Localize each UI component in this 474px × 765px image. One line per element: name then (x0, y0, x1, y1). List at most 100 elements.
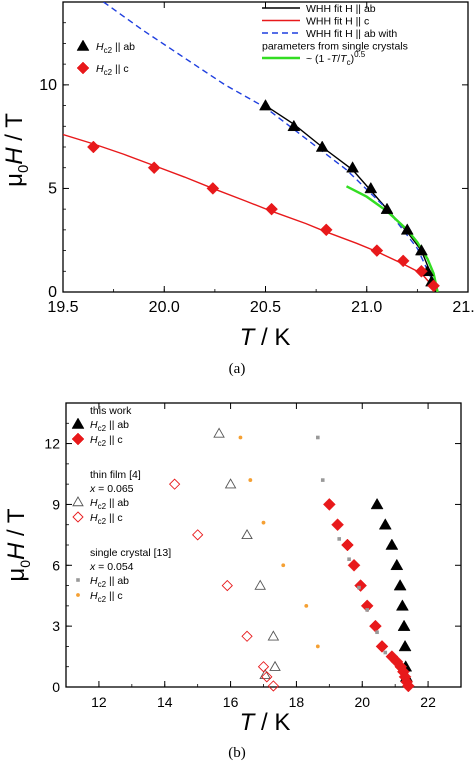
legend-entry: Hc2 || c (90, 590, 123, 604)
x-tick-label: 14 (157, 694, 173, 710)
point-this-work-hc2-c (354, 579, 367, 592)
legend-entry: Hc2 || c (90, 434, 123, 448)
point-single-crystal-hc2-ab (316, 435, 320, 440)
legend-right-entry: WHH fit H || c (306, 16, 369, 28)
legend-rest: || c (106, 590, 123, 602)
point-hc2-c (319, 223, 333, 237)
legend-sub: c2 (98, 424, 107, 433)
point-hc2-c (396, 254, 410, 268)
legend-sub: c2 (98, 595, 107, 604)
legend-close: ) (351, 53, 355, 65)
point-hc2-ab (346, 161, 360, 173)
point-hc2-c (206, 182, 220, 195)
point-thin-film-hc2-c (241, 630, 253, 642)
legend-marker (71, 432, 85, 446)
tick-labels-a: 19.5 20.0 20.5 21.0 21.5 0 5 10 (39, 77, 474, 316)
legend-left-entry: Hc2 || c (96, 63, 129, 77)
legend-right-entry: WHH fit H || ab with (306, 28, 397, 40)
legend-right-entry: parameters from single crystals (262, 41, 408, 53)
point-thin-film-hc2-c (261, 671, 273, 683)
tick-marks-b (65, 402, 462, 688)
legend-main: ~ (1 - (306, 53, 331, 65)
legend-h: H (90, 512, 98, 524)
legend-rest: || c (112, 63, 129, 75)
legend-group-title: this work (90, 405, 132, 417)
point-this-work-hc2-ab (370, 497, 384, 510)
point-hc2-ab (364, 181, 378, 194)
point-single-crystal-hc2-ab (347, 557, 351, 561)
point-single-crystal-hc2-ab (320, 478, 325, 482)
legend-group-title: single crystal [13] (90, 547, 171, 559)
point-single-crystal-hc2-ab (337, 537, 342, 541)
legend-right-entry: ~ (1 -T/Tc)0.5 (306, 50, 366, 67)
point-thin-film-hc2-ab (267, 630, 280, 641)
legend-rest: || ab (106, 497, 129, 509)
point-single-crystal-hc2-ab (383, 650, 388, 655)
legend-rest: || ab (106, 419, 129, 431)
point-this-work-hc2-c (360, 599, 374, 613)
point-this-work-hc2-ab (390, 558, 404, 571)
y-axis-label-a: μ0H / T (1, 113, 32, 187)
point-hc2-c (265, 202, 278, 216)
y-tick-label: 5 (48, 180, 57, 197)
point-single-crystal-hc2-c (261, 520, 266, 525)
point-hc2-ab (400, 223, 414, 235)
x-tick-label: 18 (289, 694, 305, 710)
legend-sub: c2 (98, 517, 107, 526)
point-this-work-hc2-ab (378, 518, 392, 530)
legend-h: H (90, 497, 98, 509)
legend-t: T (331, 53, 339, 65)
x-axis-label-b: T / K (240, 709, 291, 736)
legend-sub: c2 (104, 68, 113, 77)
point-hc2-ab (414, 244, 428, 256)
panel-label-a: (a) (229, 361, 246, 377)
legend-rest: || ab (112, 41, 135, 53)
point-thin-film-hc2-ab (259, 668, 271, 680)
legend-rest: || c (106, 434, 123, 446)
legend-sub: c (347, 58, 351, 67)
point-this-work-hc2-c (375, 640, 389, 653)
point-this-work-hc2-c (401, 679, 415, 693)
point-this-work-hc2-ab (398, 639, 412, 652)
legend-h: H (90, 575, 98, 587)
legend-marker (76, 578, 80, 582)
legend-marker (71, 417, 85, 429)
legend-sub: c2 (98, 502, 107, 511)
point-thin-film-hc2-c (267, 680, 280, 692)
point-thin-film-hc2-c (192, 529, 204, 541)
point-hc2-c (415, 264, 428, 278)
data-points-a (87, 99, 440, 293)
y-tick-label: 0 (48, 284, 57, 301)
point-single-crystal-hc2-c (315, 644, 320, 649)
point-single-crystal-hc2-ab (357, 585, 361, 590)
point-hc2-c (147, 161, 161, 175)
legend-x-val: = 0.054 (95, 561, 133, 573)
legend-h: H (96, 63, 104, 75)
point-thin-film-hc2-ab (269, 660, 281, 671)
point-this-work-hc2-ab (397, 619, 411, 631)
point-thin-film-hc2-ab (241, 528, 253, 540)
y-tick-label: 3 (52, 618, 60, 634)
legend-left-entry: Hc2 || ab (96, 41, 135, 55)
point-this-work-hc2-c (331, 518, 344, 532)
x-tick-label: 20 (354, 694, 370, 710)
plot-frame-b (65, 402, 462, 688)
x-tick-label: 20.5 (250, 299, 281, 316)
series-whh-fit-h-ab-with-parameters-from-single-crystals (103, 2, 439, 292)
point-single-crystal-hc2-ab (365, 608, 369, 612)
legend-x-val: = 0.065 (95, 483, 133, 495)
y-tick-label: 9 (52, 496, 60, 512)
legend-h: H (90, 419, 98, 431)
x-tick-label: 22 (420, 694, 436, 710)
x-tick-label: 19.5 (47, 299, 78, 316)
x-tick-label: 12 (91, 694, 107, 710)
point-single-crystal-hc2-c (238, 435, 243, 440)
point-this-work-hc2-c (341, 538, 354, 552)
x-axis-label-a: T / K (240, 324, 291, 351)
point-hc2-ab (380, 202, 394, 214)
legend-entry: Hc2 || ab (90, 419, 129, 433)
